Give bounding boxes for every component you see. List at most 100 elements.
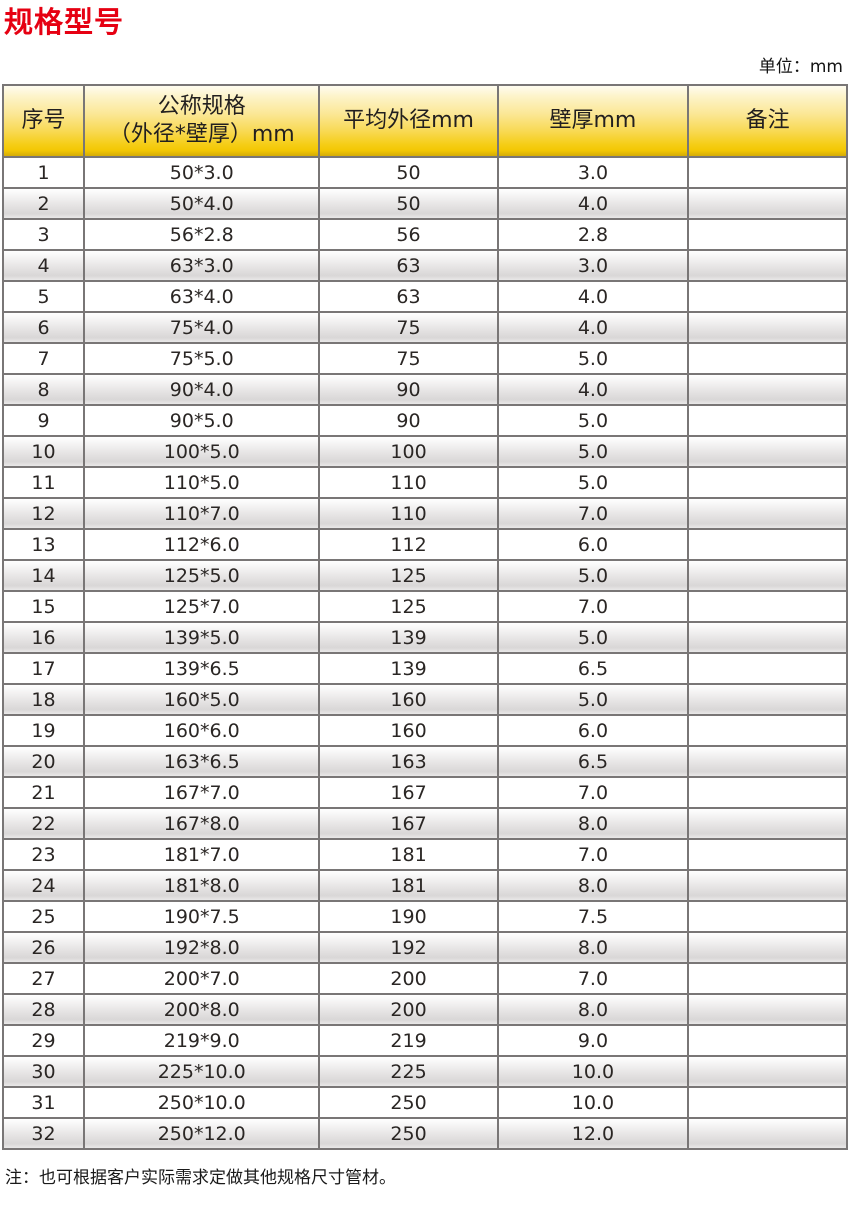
cell-no: 9	[1, 404, 86, 438]
cell-no: 23	[1, 838, 86, 872]
cell-remark	[687, 435, 848, 469]
cell-od: 225	[318, 1055, 499, 1089]
cell-remark	[687, 652, 848, 686]
cell-spec: 125*7.0	[83, 590, 321, 624]
table-row: 11 110*5.0 110 5.0	[1, 466, 848, 500]
header-wall: 壁厚mm	[496, 84, 690, 159]
cell-wall: 3.0	[496, 156, 690, 190]
cell-wall: 12.0	[496, 1117, 690, 1151]
table-row: 12 110*7.0 110 7.0	[1, 497, 848, 531]
cell-od: 250	[318, 1117, 499, 1151]
cell-od: 160	[318, 683, 499, 717]
table-row: 23 181*7.0 181 7.0	[1, 838, 848, 872]
cell-wall: 7.0	[496, 497, 690, 531]
cell-od: 139	[318, 652, 499, 686]
cell-no: 20	[1, 745, 86, 779]
table-row: 16 139*5.0 139 5.0	[1, 621, 848, 655]
cell-wall: 7.0	[496, 962, 690, 996]
table-row: 10 100*5.0 100 5.0	[1, 435, 848, 469]
table-row: 8 90*4.0 90 4.0	[1, 373, 848, 407]
cell-remark	[687, 187, 848, 221]
cell-remark	[687, 1055, 848, 1089]
cell-od: 100	[318, 435, 499, 469]
header-od: 平均外径mm	[318, 84, 499, 159]
cell-wall: 4.0	[496, 373, 690, 407]
cell-od: 160	[318, 714, 499, 748]
cell-no: 22	[1, 807, 86, 841]
cell-od: 75	[318, 311, 499, 345]
table-row: 31 250*10.0 250 10.0	[1, 1086, 848, 1120]
table-row: 26 192*8.0 192 8.0	[1, 931, 848, 965]
cell-spec: 90*5.0	[83, 404, 321, 438]
cell-wall: 7.5	[496, 900, 690, 934]
cell-wall: 9.0	[496, 1024, 690, 1058]
cell-wall: 5.0	[496, 404, 690, 438]
table-row: 17 139*6.5 139 6.5	[1, 652, 848, 686]
cell-od: 125	[318, 559, 499, 593]
cell-no: 26	[1, 931, 86, 965]
header-remark-label: 备注	[745, 108, 790, 134]
cell-no: 31	[1, 1086, 86, 1120]
cell-remark	[687, 280, 848, 314]
cell-spec: 112*6.0	[83, 528, 321, 562]
cell-wall: 3.0	[496, 249, 690, 283]
table-row: 14 125*5.0 125 5.0	[1, 559, 848, 593]
cell-od: 50	[318, 156, 499, 190]
cell-no: 28	[1, 993, 86, 1027]
cell-no: 15	[1, 590, 86, 624]
cell-remark	[687, 218, 848, 252]
table-row: 13 112*6.0 112 6.0	[1, 528, 848, 562]
cell-wall: 6.5	[496, 652, 690, 686]
cell-spec: 160*6.0	[83, 714, 321, 748]
cell-od: 200	[318, 962, 499, 996]
cell-no: 18	[1, 683, 86, 717]
cell-remark	[687, 156, 848, 190]
cell-wall: 8.0	[496, 869, 690, 903]
cell-od: 112	[318, 528, 499, 562]
cell-no: 16	[1, 621, 86, 655]
cell-remark	[687, 869, 848, 903]
cell-od: 167	[318, 807, 499, 841]
cell-od: 56	[318, 218, 499, 252]
cell-no: 21	[1, 776, 86, 810]
cell-wall: 5.0	[496, 342, 690, 376]
cell-wall: 6.0	[496, 714, 690, 748]
table-row: 30 225*10.0 225 10.0	[1, 1055, 848, 1089]
cell-remark	[687, 807, 848, 841]
cell-od: 167	[318, 776, 499, 810]
header-spec-line1: 公称规格	[157, 93, 246, 119]
cell-spec: 163*6.5	[83, 745, 321, 779]
cell-od: 110	[318, 497, 499, 531]
unit-label: 单位：mm	[758, 57, 843, 78]
cell-od: 200	[318, 993, 499, 1027]
cell-wall: 5.0	[496, 621, 690, 655]
cell-od: 250	[318, 1086, 499, 1120]
cell-remark	[687, 497, 848, 531]
cell-spec: 50*4.0	[83, 187, 321, 221]
cell-od: 219	[318, 1024, 499, 1058]
cell-wall: 10.0	[496, 1086, 690, 1120]
cell-wall: 6.0	[496, 528, 690, 562]
header-spec-line2: （外径*壁厚）mm	[108, 122, 295, 148]
cell-wall: 6.5	[496, 745, 690, 779]
table-row: 3 56*2.8 56 2.8	[1, 218, 848, 252]
table-row: 9 90*5.0 90 5.0	[1, 404, 848, 438]
cell-spec: 160*5.0	[83, 683, 321, 717]
table-header: 序号 公称规格 （外径*壁厚）mm 平均外径mm 壁厚mm 备注	[1, 84, 848, 159]
table-row: 22 167*8.0 167 8.0	[1, 807, 848, 841]
header-no: 序号	[1, 84, 86, 159]
cell-wall: 2.8	[496, 218, 690, 252]
cell-no: 25	[1, 900, 86, 934]
cell-spec: 75*4.0	[83, 311, 321, 345]
cell-spec: 190*7.5	[83, 900, 321, 934]
cell-wall: 7.0	[496, 776, 690, 810]
cell-remark	[687, 838, 848, 872]
cell-od: 90	[318, 404, 499, 438]
cell-spec: 167*7.0	[83, 776, 321, 810]
cell-no: 17	[1, 652, 86, 686]
table-row: 20 163*6.5 163 6.5	[1, 745, 848, 779]
cell-no: 24	[1, 869, 86, 903]
spec-table: 序号 公称规格 （外径*壁厚）mm 平均外径mm 壁厚mm 备注 1 50*3.…	[1, 84, 848, 1151]
cell-spec: 110*7.0	[83, 497, 321, 531]
